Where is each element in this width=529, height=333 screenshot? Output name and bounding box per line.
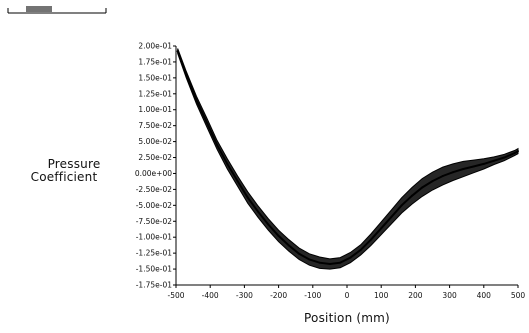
y-tick-label: -1.00e-01 xyxy=(136,233,172,242)
data-point xyxy=(503,156,506,159)
data-point xyxy=(185,73,188,76)
y-tick-label: -2.50e-02 xyxy=(136,185,172,194)
y-tick-label: 1.00e-01 xyxy=(138,105,172,114)
data-point xyxy=(349,256,352,259)
x-tick-label: -200 xyxy=(270,291,287,300)
x-tick-label: 0 xyxy=(345,291,350,300)
y-tick-label: -1.25e-01 xyxy=(136,249,172,258)
y-tick-label: -1.75e-01 xyxy=(136,281,172,290)
data-point xyxy=(410,194,413,197)
x-tick-label: 300 xyxy=(442,291,457,300)
data-point xyxy=(318,261,321,264)
data-point xyxy=(517,150,519,153)
data-point xyxy=(472,165,475,168)
data-point xyxy=(195,99,198,102)
legend xyxy=(7,6,107,14)
y-tick-label: 1.50e-01 xyxy=(138,73,172,82)
series-band xyxy=(177,48,519,270)
data-point xyxy=(421,186,424,189)
series-layer xyxy=(176,48,519,270)
data-point xyxy=(369,238,372,241)
data-point xyxy=(205,121,208,124)
x-tick-label: 100 xyxy=(374,291,389,300)
y-tick-label: 2.50e-02 xyxy=(138,153,172,162)
y-tick-label: 0.00e+00 xyxy=(135,169,172,178)
y-tick-label: 5.00e-02 xyxy=(138,137,172,146)
y-axis-title-line1: Pressure xyxy=(48,157,101,171)
x-axis-ticks: -500 -400 -300 -200 -100 0 100 200 300 400 500 xyxy=(167,285,525,300)
data-point xyxy=(257,210,260,213)
data-point xyxy=(287,244,290,247)
data-point xyxy=(400,204,403,207)
x-tick-label: -400 xyxy=(202,291,219,300)
x-tick-label: 200 xyxy=(408,291,423,300)
data-point xyxy=(359,248,362,251)
data-point xyxy=(390,215,393,218)
data-point xyxy=(339,261,342,264)
y-tick-label: -1.50e-01 xyxy=(136,265,172,274)
x-axis-title: Position (mm) xyxy=(304,311,390,325)
data-point xyxy=(308,258,311,261)
data-point xyxy=(267,223,270,226)
legend-swatch xyxy=(26,6,52,12)
y-tick-label: 2.00e-01 xyxy=(138,42,172,51)
data-point xyxy=(513,152,516,155)
series-line xyxy=(176,50,519,266)
data-point xyxy=(431,180,434,183)
y-axis-title-line2: Coefficient xyxy=(31,170,98,184)
y-tick-label: 1.75e-01 xyxy=(138,57,172,66)
x-tick-label: -500 xyxy=(167,291,184,300)
data-point xyxy=(380,227,383,230)
y-tick-label: -7.50e-02 xyxy=(136,217,172,226)
data-point xyxy=(441,175,444,178)
x-tick-label: 500 xyxy=(511,291,526,300)
data-point xyxy=(216,143,219,146)
y-tick-label: 1.25e-01 xyxy=(138,89,172,98)
y-tick-label: -5.00e-02 xyxy=(136,201,172,210)
y-tick-label: 7.50e-02 xyxy=(138,121,172,130)
x-tick-label: -100 xyxy=(304,291,321,300)
x-tick-label: -300 xyxy=(236,291,253,300)
data-point xyxy=(298,252,301,255)
data-point xyxy=(462,168,465,171)
data-point xyxy=(236,180,239,183)
x-tick-label: 400 xyxy=(477,291,492,300)
data-point xyxy=(277,234,280,237)
y-axis-ticks: 2.00e-01 1.75e-01 1.50e-01 1.25e-01 1.00e-01… xyxy=(135,42,176,290)
data-point xyxy=(452,171,455,174)
data-point xyxy=(482,162,485,165)
data-point xyxy=(493,159,496,162)
data-point xyxy=(176,50,179,53)
data-point xyxy=(246,196,249,199)
data-point xyxy=(226,162,229,165)
data-point xyxy=(328,262,331,265)
